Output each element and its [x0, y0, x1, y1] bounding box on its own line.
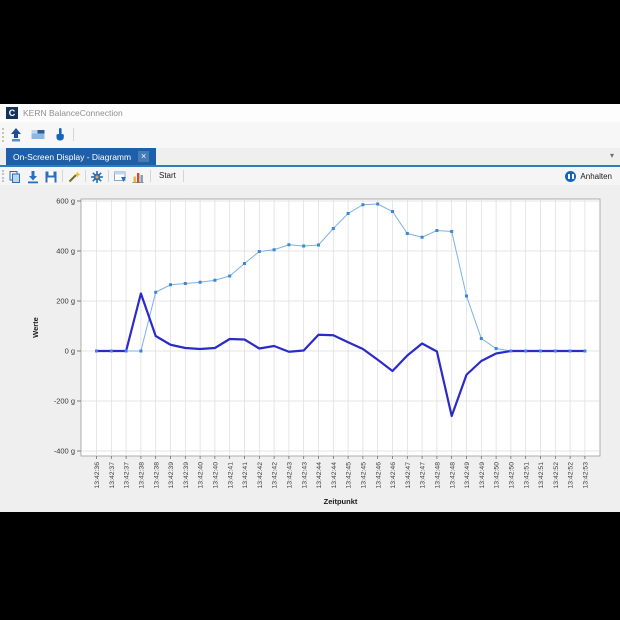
toolbar-separator — [73, 128, 74, 141]
svg-text:13:42:49: 13:42:49 — [479, 462, 486, 489]
tab-bar: On-Screen Display - Diagramm × ▾ — [0, 148, 620, 167]
kern-logo-icon: C — [6, 107, 18, 119]
tab-close-icon[interactable]: × — [138, 151, 150, 162]
svg-text:13:42:47: 13:42:47 — [405, 462, 412, 489]
settings-gear-icon[interactable] — [90, 170, 104, 189]
svg-text:13:42:46: 13:42:46 — [375, 462, 382, 489]
toolbar-grip[interactable] — [2, 128, 4, 142]
svg-text:13:42:52: 13:42:52 — [568, 462, 575, 489]
svg-text:400 g: 400 g — [56, 247, 75, 256]
line-chart: 600 g 400 g 200 g 0 g -200 g -400 g 13:42:36 13… — [31, 197, 601, 506]
svg-text:13:42:49: 13:42:49 — [464, 462, 471, 489]
start-button[interactable]: Start — [159, 171, 176, 180]
main-toolbar — [0, 122, 620, 148]
import-icon[interactable] — [26, 170, 40, 189]
svg-text:13:42:51: 13:42:51 — [523, 462, 530, 489]
tab-label: On-Screen Display - Diagramm — [13, 151, 132, 162]
svg-text:13:42:42: 13:42:42 — [272, 462, 279, 489]
scale-icon[interactable] — [8, 127, 24, 148]
svg-text:13:42:48: 13:42:48 — [435, 462, 442, 489]
save-icon[interactable] — [44, 170, 58, 189]
tab-overflow-chevron-icon[interactable]: ▾ — [609, 151, 614, 160]
toolbar-separator — [85, 170, 86, 182]
title-bar: C KERN BalanceConnection — [0, 104, 620, 123]
svg-text:13:42:38: 13:42:38 — [139, 462, 146, 489]
svg-text:13:42:51: 13:42:51 — [538, 462, 545, 489]
copy-icon[interactable] — [8, 170, 22, 189]
svg-text:13:42:43: 13:42:43 — [287, 462, 294, 489]
pause-icon — [565, 170, 577, 182]
toolbar-separator — [183, 170, 184, 182]
svg-text:13:42:41: 13:42:41 — [227, 462, 234, 489]
toolbar-separator — [62, 170, 63, 182]
export-window-icon[interactable] — [113, 170, 127, 189]
svg-text:13:42:40: 13:42:40 — [198, 462, 205, 489]
chart-toolbar: Start Anhalten — [0, 167, 620, 186]
tab-underline — [0, 165, 620, 167]
wand-icon[interactable] — [67, 170, 81, 189]
pause-button[interactable]: Anhalten — [565, 170, 612, 183]
svg-text:13:42:46: 13:42:46 — [390, 462, 397, 489]
pause-label: Anhalten — [580, 171, 612, 181]
svg-text:-400 g: -400 g — [54, 447, 75, 456]
svg-text:13:42:43: 13:42:43 — [301, 462, 308, 489]
svg-text:13:42:45: 13:42:45 — [361, 462, 368, 489]
svg-text:13:42:39: 13:42:39 — [183, 462, 190, 489]
svg-text:13:42:41: 13:42:41 — [242, 462, 249, 489]
svg-text:Werte: Werte — [31, 317, 40, 338]
touch-icon[interactable] — [52, 126, 68, 147]
svg-text:0 g: 0 g — [65, 347, 75, 356]
svg-text:13:42:40: 13:42:40 — [213, 462, 220, 489]
svg-text:13:42:52: 13:42:52 — [553, 462, 560, 489]
svg-text:13:42:44: 13:42:44 — [331, 462, 338, 489]
toolbar-grip[interactable] — [2, 170, 4, 182]
svg-text:13:42:48: 13:42:48 — [449, 462, 456, 489]
svg-text:13:42:50: 13:42:50 — [494, 462, 501, 489]
svg-text:13:42:53: 13:42:53 — [583, 462, 590, 489]
svg-text:13:42:45: 13:42:45 — [346, 462, 353, 489]
toolbar-separator — [108, 170, 109, 182]
app-window: C KERN BalanceConnection On-Screen Displ… — [0, 104, 620, 512]
svg-text:13:42:50: 13:42:50 — [509, 462, 516, 489]
svg-text:13:42:39: 13:42:39 — [168, 462, 175, 489]
svg-text:13:42:38: 13:42:38 — [153, 462, 160, 489]
tab-onscreen-display-diagramm[interactable]: On-Screen Display - Diagramm × — [6, 148, 157, 165]
display-icon[interactable] — [30, 127, 46, 148]
svg-text:200 g: 200 g — [56, 297, 75, 306]
svg-text:Zeitpunkt: Zeitpunkt — [324, 497, 358, 506]
svg-text:13:42:42: 13:42:42 — [257, 462, 264, 489]
svg-text:13:42:44: 13:42:44 — [316, 462, 323, 489]
window-title: KERN BalanceConnection — [23, 108, 123, 118]
chart-panel: 600 g 400 g 200 g 0 g -200 g -400 g 13:42:36 13… — [0, 185, 620, 512]
svg-text:600 g: 600 g — [56, 197, 75, 206]
bar-chart-icon[interactable] — [131, 170, 145, 189]
svg-text:13:42:36: 13:42:36 — [94, 462, 101, 489]
svg-text:13:42:47: 13:42:47 — [420, 462, 427, 489]
svg-text:13:42:37: 13:42:37 — [109, 462, 116, 489]
toolbar-separator — [150, 170, 151, 182]
svg-text:-200 g: -200 g — [54, 397, 75, 406]
svg-text:13:42:37: 13:42:37 — [124, 462, 131, 489]
